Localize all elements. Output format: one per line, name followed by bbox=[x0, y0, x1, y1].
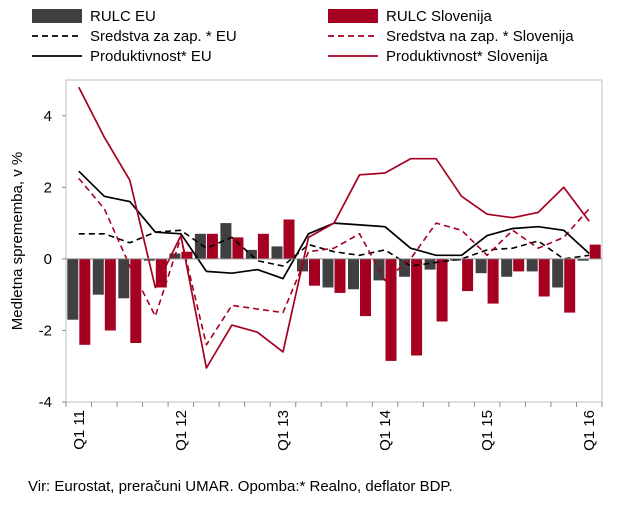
bar-rulc-eu-11 bbox=[348, 258, 359, 290]
legend-sredstva-slovenija-label: Sredstva na zap. * Slovenija bbox=[386, 28, 574, 45]
legend-sredstva-slovenija: Sredstva na zap. * Slovenija bbox=[328, 28, 574, 45]
bar-rulc-eu-0 bbox=[67, 258, 79, 320]
legend-produktivnost-eu: Produktivnost* EU bbox=[32, 48, 212, 65]
sredstva-eu-line bbox=[78, 229, 590, 267]
source-note: Vir: Eurostat, preračuni UMAR. Opomba:* … bbox=[28, 478, 453, 495]
legend-rulc-slovenija-swatch bbox=[328, 9, 378, 23]
bar-rulc-eu-18 bbox=[526, 258, 538, 272]
bar-rulc-eu-19 bbox=[552, 258, 564, 288]
legend-rulc-slovenija: RULC Slovenija bbox=[328, 8, 493, 25]
bar-rulc-slovenija-6 bbox=[232, 237, 244, 259]
bar-rulc-slovenija-11 bbox=[360, 258, 371, 317]
bar-rulc-eu-6 bbox=[220, 223, 232, 259]
legend: RULC EU RULC Slovenija Sredstva za zap. * … bbox=[32, 8, 574, 65]
x-tick-label-4: Q1 15 bbox=[479, 410, 496, 451]
legend-produktivnost-eu-label: Produktivnost* EU bbox=[90, 48, 212, 65]
plot-area bbox=[67, 86, 601, 369]
bar-rulc-slovenija-16 bbox=[487, 258, 499, 304]
legend-produktivnost-slovenija-label: Produktivnost* Slovenija bbox=[386, 48, 548, 65]
bar-rulc-slovenija-2 bbox=[130, 258, 142, 343]
bar-rulc-eu-17 bbox=[501, 258, 513, 277]
y-axis-title: Medletna sprememba, v % bbox=[9, 152, 26, 330]
bar-rulc-slovenija-12 bbox=[385, 258, 397, 361]
bar-rulc-slovenija-8 bbox=[283, 219, 295, 259]
bar-rulc-slovenija-19 bbox=[564, 258, 576, 313]
y-tick-label-3: -2 bbox=[39, 322, 52, 339]
bar-rulc-slovenija-14 bbox=[436, 258, 448, 322]
legend-rulc-eu-swatch bbox=[32, 9, 82, 23]
bar-rulc-eu-14 bbox=[424, 258, 436, 270]
bar-rulc-eu-5 bbox=[194, 233, 206, 259]
plot-frame bbox=[65, 79, 603, 403]
y-tick-label-1: 2 bbox=[44, 179, 52, 196]
legend-rulc-slovenija-label: RULC Slovenija bbox=[386, 8, 493, 25]
legend-rulc-eu-label: RULC EU bbox=[90, 8, 156, 25]
bar-rulc-slovenija-17 bbox=[513, 258, 525, 272]
x-tick-label-3: Q1 14 bbox=[377, 410, 394, 451]
legend-sredstva-eu-label: Sredstva za zap. * EU bbox=[90, 28, 237, 45]
bar-rulc-slovenija-4 bbox=[181, 251, 193, 259]
bar-rulc-eu-10 bbox=[322, 258, 334, 288]
bar-rulc-eu-16 bbox=[475, 258, 487, 274]
sredstva-slovenija-line bbox=[78, 177, 590, 346]
bar-rulc-slovenija-7 bbox=[257, 233, 269, 259]
bar-rulc-slovenija-10 bbox=[334, 258, 346, 293]
y-tick-label-2: 0 bbox=[44, 251, 52, 268]
y-tick-label-4: -4 bbox=[39, 394, 52, 411]
bar-rulc-eu-2 bbox=[118, 258, 130, 299]
axes: 4 2 0 -2 -4 Q1 11 Q1 12 Q1 13 Q1 14 Q1 15 Q1 16 Med… bbox=[9, 79, 603, 451]
x-tick-label-0: Q1 11 bbox=[71, 410, 88, 450]
bar-rulc-eu-1 bbox=[92, 258, 104, 295]
produktivnost-eu-line bbox=[78, 170, 590, 280]
bar-rulc-slovenija-1 bbox=[104, 258, 116, 331]
bar-rulc-eu-8 bbox=[271, 246, 283, 259]
x-tick-label-2: Q1 13 bbox=[275, 410, 292, 451]
bar-rulc-eu-20 bbox=[577, 258, 589, 261]
legend-rulc-eu: RULC EU bbox=[32, 8, 156, 25]
produktivnost-slovenija-line bbox=[78, 86, 590, 369]
bar-rulc-slovenija-18 bbox=[538, 258, 550, 297]
y-tick-label-0: 4 bbox=[44, 108, 52, 125]
x-tick-label-5: Q1 16 bbox=[581, 410, 598, 451]
bar-rulc-slovenija-13 bbox=[411, 258, 423, 356]
bar-rulc-slovenija-15 bbox=[462, 258, 474, 292]
bar-rulc-slovenija-0 bbox=[79, 258, 91, 345]
x-tick-label-1: Q1 12 bbox=[173, 410, 190, 451]
legend-produktivnost-slovenija: Produktivnost* Slovenija bbox=[328, 48, 548, 65]
legend-sredstva-eu: Sredstva za zap. * EU bbox=[32, 28, 237, 45]
bar-rulc-slovenija-3 bbox=[155, 258, 167, 288]
bar-rulc-slovenija-20 bbox=[589, 244, 601, 259]
bar-rulc-slovenija-9 bbox=[309, 258, 320, 286]
bar-rulc-eu-13 bbox=[399, 258, 411, 277]
